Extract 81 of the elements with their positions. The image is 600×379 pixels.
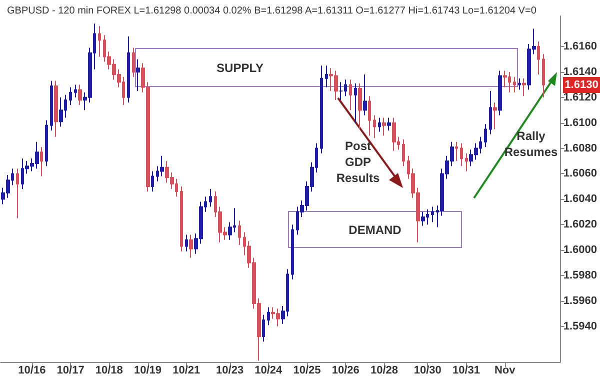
x-tick-label: 10/31 [452,364,480,376]
candlestick [185,234,188,252]
candlestick [387,117,391,131]
text: 1.6130 [563,77,600,93]
candlestick [392,117,396,152]
candlestick [402,138,405,167]
candlestick [465,152,468,172]
y-tick-label: 1.6040 [563,193,598,206]
x-tick-label: 10/23 [216,364,244,376]
x-tick-label: 10/18 [95,364,123,376]
candlestick [349,79,352,111]
candlestick [320,65,323,154]
candlestick [132,47,135,78]
x-tick-label: 10/21 [172,364,200,376]
annotation: SUPPLY [216,60,264,74]
chart-title: GBPUSD - 120 min FOREX L=1.61298 0.00034 0.02% B=1.61298 A=1.61311 O=1.61277 Hi=1.61743 Lo=1.61204 V=0 [7,6,537,16]
x-tick-label: 10/16 [18,364,46,376]
x-tick-label: 10/17 [56,364,84,376]
y-tick-label: 1.6000 [563,244,598,256]
y-tick-label: 1.6120 [563,91,598,104]
candlestick [151,170,154,192]
candlestick [363,74,367,116]
candlestick [98,26,101,58]
candlestick [354,82,357,124]
x-tick-label: 10/24 [254,364,284,376]
candlestick [460,142,463,167]
candlestick [267,306,270,326]
y-tick-label: 1.6020 [563,218,598,231]
candlestick [74,84,77,98]
candlestick [209,188,212,208]
annotation: DEMAND [348,222,402,236]
candlestick [180,186,183,252]
x-tick-label: 10/26 [332,364,360,376]
candlestick [484,124,487,148]
x-tick-label: 10/19 [134,364,162,376]
candlestick [291,224,294,280]
y-tick-label: 1.6100 [563,116,598,129]
candlestick [489,90,492,135]
candlestick [498,70,502,116]
candlestick [421,211,425,226]
y-tick-label: 1.6060 [563,168,598,180]
candlestick [189,234,193,258]
y-tick-label: 1.5960 [563,294,598,307]
candlestick [522,78,526,97]
candlestick [50,80,53,131]
candlestick [45,120,48,167]
candlestick [455,141,458,162]
candlestick [378,117,381,132]
candlestick [40,146,43,177]
candlestick [238,220,241,246]
candlestick [373,114,376,139]
candlestick [325,65,328,88]
candlestick [518,78,521,90]
y-tick-label: 1.6160 [563,40,598,53]
x-tick-label: Nov [494,364,516,376]
candlestick [54,80,58,138]
candlestick [358,82,362,130]
candlestick [339,82,343,100]
y-tick-label: 1.5940 [563,320,598,332]
x-tick-label: 10/25 [293,364,321,376]
candlestick [542,54,545,98]
candlestick [59,96,63,128]
candlestick [69,86,72,106]
candlestick [493,102,497,130]
annotation: Post GDP Results [336,138,380,186]
candlestick [537,40,540,76]
candlestick [382,117,386,136]
annotation: Rally Resumes [503,128,559,160]
candlestick [127,36,130,103]
y-tick-label: 1.6080 [563,142,598,154]
x-tick-label: 10/28 [370,364,398,376]
y-tick-label: 1.5980 [563,270,598,282]
x-tick-label: 10/30 [414,364,442,376]
candlestick [368,96,371,136]
candlestick [431,206,434,223]
candlestick [78,84,82,106]
y-tick-label: 1.6140 [563,66,598,78]
candlestick [262,314,265,342]
candlestick [16,168,19,219]
candlestick [513,76,516,93]
candlestick [136,58,140,92]
